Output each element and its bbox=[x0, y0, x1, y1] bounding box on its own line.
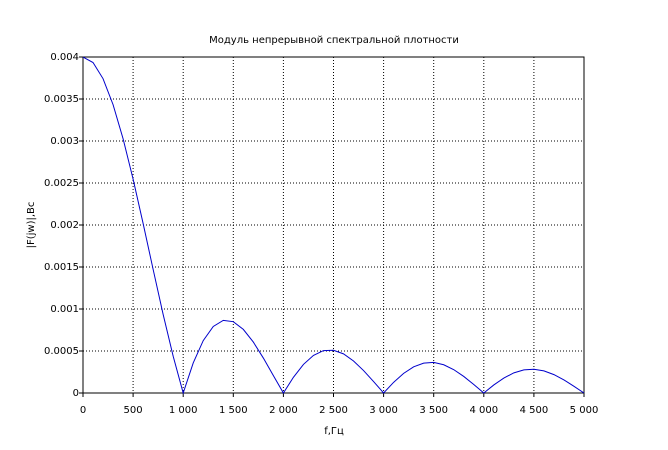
y-tick-label: 0 bbox=[73, 388, 79, 399]
x-tick-label: 1 500 bbox=[219, 405, 248, 416]
y-tick-label: 0.0005 bbox=[44, 346, 79, 357]
y-tick-label: 0.0035 bbox=[44, 94, 79, 105]
x-tick-label: 1 000 bbox=[169, 405, 198, 416]
y-tick-label: 0.002 bbox=[50, 220, 79, 231]
y-tick-label: 0.004 bbox=[50, 52, 79, 63]
y-tick-label: 0.001 bbox=[50, 304, 79, 315]
y-axis-label: |F(jw)|,Вс bbox=[26, 202, 37, 249]
x-tick-label: 3 500 bbox=[419, 405, 448, 416]
y-tick-label: 0.0025 bbox=[44, 178, 79, 189]
y-tick-label: 0.0015 bbox=[44, 262, 79, 273]
x-tick-label: 4 000 bbox=[469, 405, 498, 416]
plot-frame bbox=[82, 56, 585, 394]
x-tick-label: 0 bbox=[80, 405, 86, 416]
x-tick-label: 2 500 bbox=[319, 405, 348, 416]
y-tick-label: 0.003 bbox=[50, 136, 79, 147]
x-tick-label: 2 000 bbox=[269, 405, 298, 416]
x-tick-label: 3 000 bbox=[369, 405, 398, 416]
x-tick-label: 500 bbox=[124, 405, 143, 416]
x-axis-label: f,Гц bbox=[324, 426, 344, 437]
chart-title: Модуль непрерывной спектральной плотност… bbox=[209, 35, 459, 46]
x-tick-label: 4 500 bbox=[520, 405, 549, 416]
data-line bbox=[82, 56, 585, 395]
x-tick-label: 5 000 bbox=[570, 405, 599, 416]
